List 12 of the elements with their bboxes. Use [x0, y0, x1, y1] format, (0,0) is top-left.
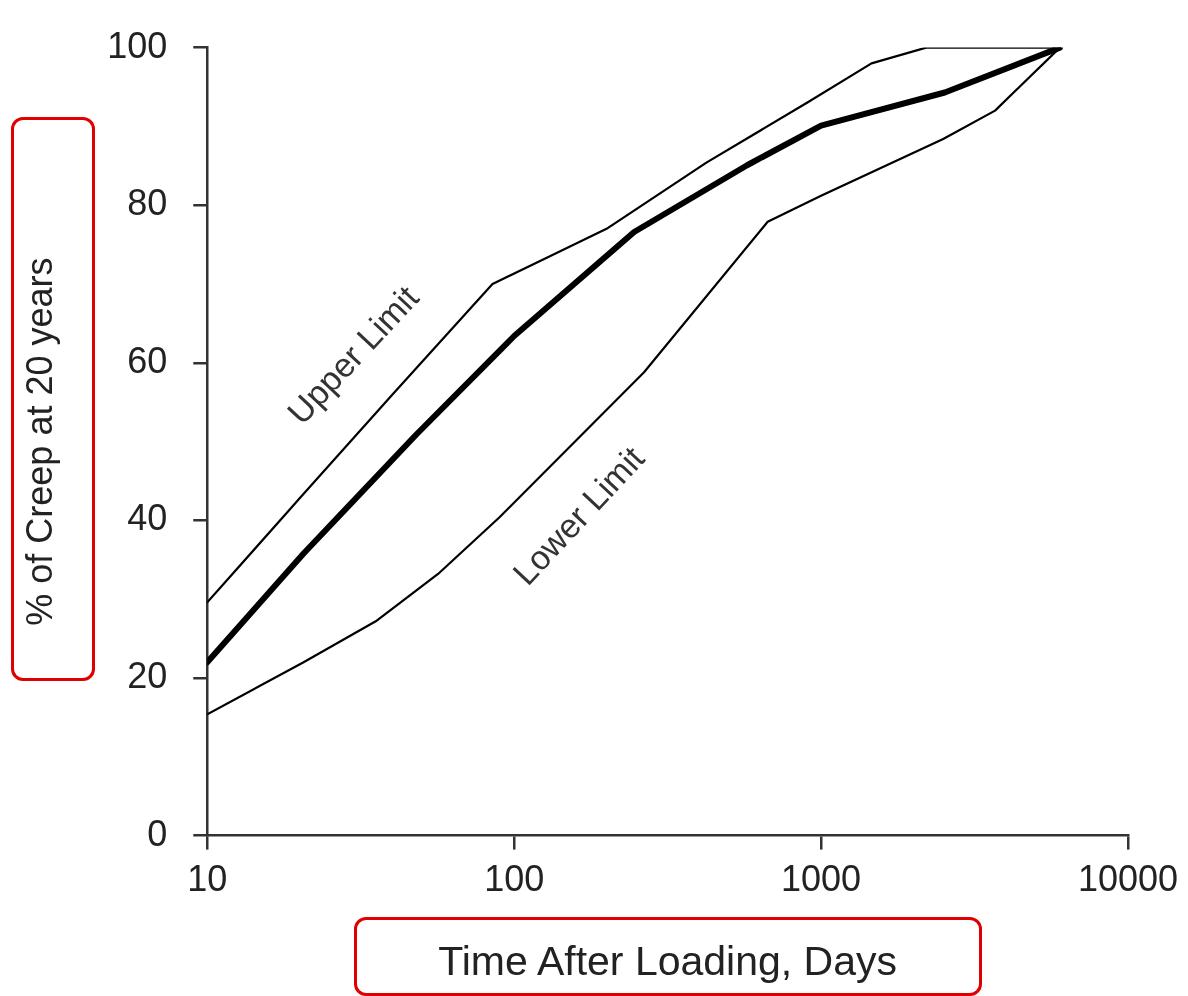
y-tick-label: 0: [147, 812, 168, 854]
y-tick-label: 100: [107, 24, 168, 66]
x-tick-label: 1000: [781, 858, 862, 900]
x-tick-label: 100: [484, 858, 545, 900]
y-axis-title: % of Creep at 20 years: [18, 257, 60, 626]
y-tick-label: 80: [127, 182, 168, 224]
y-tick-label: 60: [127, 339, 168, 381]
y-tick-label: 40: [127, 497, 168, 539]
y-tick-label: 20: [127, 654, 168, 696]
x-tick-label: 10000: [1077, 858, 1178, 900]
x-axis-title: Time After Loading, Days: [438, 937, 898, 984]
x-tick-label: 10: [187, 858, 228, 900]
